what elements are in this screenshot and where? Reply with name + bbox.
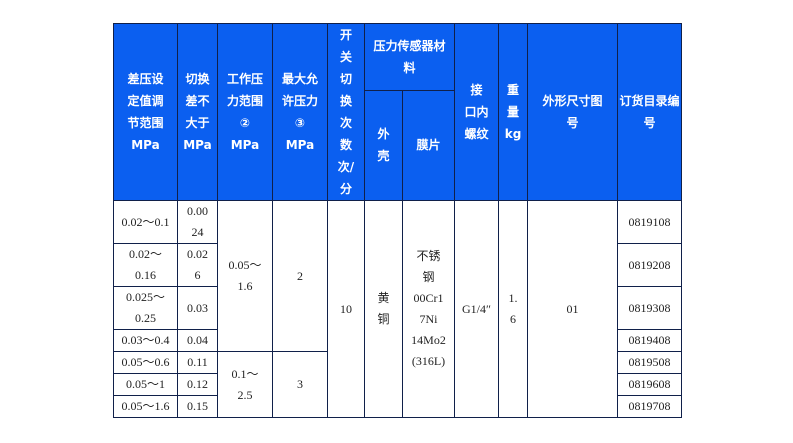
cell-switch-count: 10	[327, 200, 365, 418]
header-switch-diff: 切换 差不 大于 MPa	[177, 23, 218, 201]
cell-catalog-no: 0819208	[617, 243, 683, 287]
header-shell: 外 壳	[364, 89, 403, 201]
header-switch-count: 开 关 切 换 次 数 次/ 分	[327, 23, 365, 201]
cell-max-pressure: 2	[272, 200, 328, 352]
cell-max-pressure: 3	[272, 351, 328, 418]
header-thread: 接 口内 螺纹	[454, 23, 500, 201]
cell-thread: G1/4″	[454, 200, 500, 418]
cell-diaphragm: 不锈 钢 00Cr1 7Ni 14Mo2 (316L)	[401, 200, 456, 418]
cell-switch-diff: 0.03	[177, 286, 218, 330]
table-row: 0.05～0.6 0.11 0.1～ 2.5 3 0819508	[113, 351, 683, 418]
table-row: 0.02～0.1 0.00 24 0.05～ 1.6 2 10 黄 铜 不锈 钢…	[113, 200, 683, 418]
header-drawing-no: 外形尺寸图 号	[527, 23, 619, 201]
cell-diff-range: 0.025～ 0.25	[113, 286, 178, 330]
table-row: 0.02～ 0.16 0.02 6 0819208	[113, 243, 683, 287]
table-row: 0.05～1.6 0.15 0819708	[113, 395, 683, 418]
cell-diff-range: 0.03～0.4	[113, 329, 178, 352]
header-sensor-material: 压力传感器材 料	[363, 23, 456, 91]
cell-drawing-no: 01	[527, 200, 619, 418]
table-row: 0.03～0.4 0.04 0819408	[113, 329, 683, 352]
cell-diff-range: 0.05～1	[113, 373, 178, 396]
cell-switch-diff: 0.00 24	[177, 200, 218, 244]
cell-catalog-no: 0819508	[617, 351, 683, 374]
spec-table: 差压设 定值调 节范围 MPa 切换 差不 大于 MPa 工作压 力范围 ② M…	[113, 23, 683, 418]
cell-weight: 1. 6	[498, 200, 529, 418]
header-work-range: 工作压 力范围 ② MPa	[217, 23, 273, 201]
cell-diff-range: 0.02～0.1	[113, 200, 178, 244]
header-diff-range: 差压设 定值调 节范围 MPa	[113, 23, 178, 201]
cell-shell: 黄 铜	[364, 200, 403, 418]
cell-catalog-no: 0819408	[617, 329, 683, 352]
header-weight: 重 量 kg	[498, 23, 529, 201]
cell-catalog-no: 0819708	[617, 395, 683, 418]
cell-catalog-no: 0819608	[617, 373, 683, 396]
cell-catalog-no: 0819108	[617, 200, 683, 244]
header-diaphragm: 膜片	[401, 89, 456, 201]
cell-diff-range: 0.05～0.6	[113, 351, 178, 374]
cell-diff-range: 0.02～ 0.16	[113, 243, 178, 287]
cell-catalog-no: 0819308	[617, 286, 683, 330]
cell-switch-diff: 0.12	[177, 373, 218, 396]
header-max-pressure: 最大允 许压力 ③ MPa	[272, 23, 328, 201]
table-row: 0.025～ 0.25 0.03 0819308	[113, 286, 683, 330]
header-catalog-no: 订货目录编 号	[617, 23, 683, 201]
cell-work-range: 0.05～ 1.6	[217, 200, 273, 352]
table-row: 0.05～1 0.12 0819608	[113, 373, 683, 396]
cell-switch-diff: 0.15	[177, 395, 218, 418]
cell-work-range: 0.1～ 2.5	[217, 351, 273, 418]
cell-switch-diff: 0.11	[177, 351, 218, 374]
cell-diff-range: 0.05～1.6	[113, 395, 178, 418]
cell-switch-diff: 0.02 6	[177, 243, 218, 287]
cell-switch-diff: 0.04	[177, 329, 218, 352]
